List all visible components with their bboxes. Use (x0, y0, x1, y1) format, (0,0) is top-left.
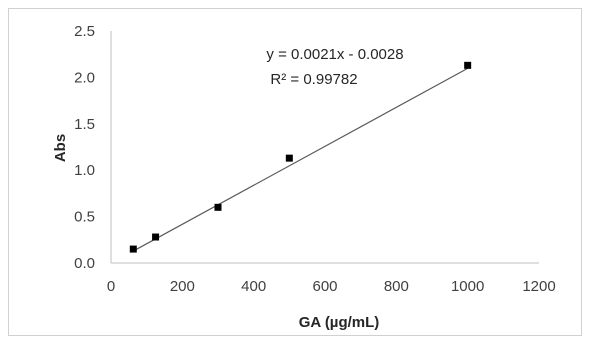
tick-labels: 0 200 400 600 800 1000 1200 0.0 0.5 1.0 1.5 2.0 2.5 (74, 23, 556, 295)
y-tick-label: 0.5 (74, 209, 95, 226)
chart-svg: 0 200 400 600 800 1000 12000.00.51.01.52.02.5 … (52, 23, 556, 331)
y-tick-label: 0.0 (74, 255, 95, 272)
y-tick-label: 2.5 (74, 23, 95, 40)
data-point (285, 154, 293, 162)
data-points (129, 61, 472, 253)
equation-label: y = 0.0021x - 0.0028 (266, 46, 403, 63)
data-point (464, 61, 472, 69)
x-tick-label: 400 (241, 278, 266, 295)
x-axis-title: GA (µg/mL) (299, 314, 380, 331)
x-tick-label: 0 (107, 278, 115, 295)
x-tick-label: 1200 (522, 278, 555, 295)
x-tick-label: 1000 (451, 278, 484, 295)
y-tick-label: 1.5 (74, 116, 95, 133)
x-tick-label: 600 (312, 278, 337, 295)
trendline (133, 67, 468, 252)
chart-frame: 0 200 400 600 800 1000 1200 0.0 0.5 1.0 1.5 2.0 2.5 … (8, 8, 582, 336)
r-squared-label: R² = 0.99782 (270, 71, 357, 88)
y-tick-label: 1.0 (74, 162, 95, 179)
data-point (152, 233, 160, 241)
data-point (129, 245, 137, 253)
x-tick-label: 800 (384, 278, 409, 295)
data-point (214, 203, 222, 211)
axes (110, 31, 539, 264)
y-axis-title: Abs (52, 134, 69, 162)
y-tick-label: 2.0 (74, 69, 95, 86)
x-tick-label: 200 (170, 278, 195, 295)
